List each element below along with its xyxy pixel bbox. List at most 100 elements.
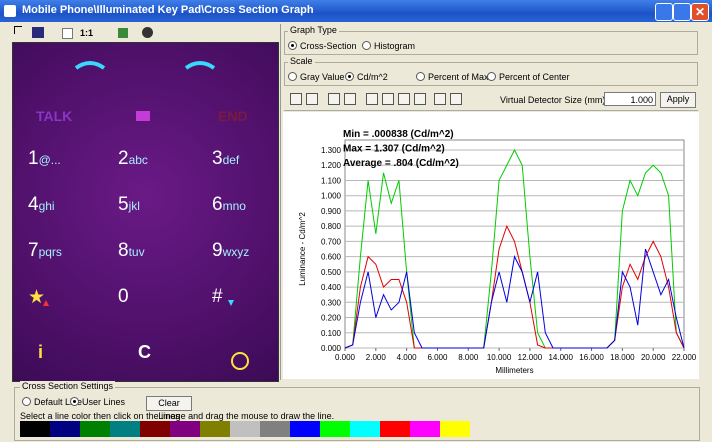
key-letters: pqrs: [38, 245, 62, 259]
radio-option[interactable]: Cross-Section: [288, 41, 357, 51]
triangle-icon: [43, 300, 49, 306]
toolbar-icon[interactable]: [414, 93, 426, 105]
color-swatch[interactable]: [80, 421, 110, 437]
color-swatch[interactable]: [20, 421, 50, 437]
zoom-label[interactable]: 1:1: [80, 28, 94, 38]
group-label: Scale: [288, 56, 315, 66]
toolbar-icon[interactable]: [450, 93, 462, 105]
key: 1@...: [28, 148, 61, 170]
radio-label[interactable]: Cross-Section: [300, 41, 357, 51]
save-tool[interactable]: [32, 27, 44, 38]
color-swatch[interactable]: [380, 421, 410, 437]
radio-label[interactable]: User Lines: [82, 397, 126, 407]
detector-input[interactable]: 1.000: [604, 92, 656, 106]
toolbar-icon[interactable]: [366, 93, 378, 105]
radio-circle[interactable]: [487, 72, 496, 81]
y-tick-label: 0.500: [321, 268, 342, 277]
keypad-image[interactable]: [12, 42, 279, 382]
key-digit: 1: [28, 148, 39, 169]
radio-option[interactable]: Percent of Max: [416, 72, 489, 82]
crosshair-tool[interactable]: [14, 26, 22, 34]
radio-circle[interactable]: [288, 41, 297, 50]
app-icon: [4, 5, 16, 17]
graph-toolbar: [284, 88, 698, 111]
color-swatch[interactable]: [290, 421, 320, 437]
color-swatch[interactable]: [410, 421, 440, 437]
group-label: Cross Section Settings: [20, 381, 116, 391]
toolbar-icon[interactable]: [344, 93, 356, 105]
key: 7pqrs: [28, 240, 62, 262]
y-tick-label: 0.000: [321, 344, 342, 353]
up-arrow: [184, 61, 216, 70]
radio-option[interactable]: User Lines: [70, 397, 125, 407]
radio-option[interactable]: Histogram: [362, 41, 415, 51]
color-swatch[interactable]: [230, 421, 260, 437]
key-digit: 8: [118, 240, 129, 261]
color-tool[interactable]: [142, 27, 153, 38]
radio-label[interactable]: Histogram: [374, 41, 416, 51]
key: 4ghi: [28, 194, 55, 216]
color-swatch[interactable]: [170, 421, 200, 437]
annotation: Average = .804 (Cd/m^2): [343, 158, 459, 169]
toolbar-icon[interactable]: [290, 93, 302, 105]
y-tick-label: 0.600: [321, 253, 342, 262]
minimize-button[interactable]: [655, 3, 673, 21]
color-swatch[interactable]: [440, 421, 470, 437]
toolbar-icon[interactable]: [382, 93, 394, 105]
y-tick-label: 0.700: [321, 237, 342, 246]
radio-option[interactable]: Default Line: [22, 397, 82, 407]
radio-circle[interactable]: [22, 397, 31, 406]
annotation: Max = 1.307 (Cd/m^2): [343, 144, 445, 155]
color-swatch[interactable]: [200, 421, 230, 437]
clear-lines-button[interactable]: Clear Lines: [146, 396, 192, 421]
radio-circle[interactable]: [362, 41, 371, 50]
key-digit: #: [212, 286, 223, 307]
grid-tool[interactable]: [118, 28, 128, 38]
radio-option[interactable]: Cd/m^2: [345, 72, 388, 82]
key: #: [212, 286, 223, 308]
toolbar-icon[interactable]: [434, 93, 446, 105]
x-tick-label: 20.000: [641, 353, 666, 362]
y-tick-label: 0.300: [321, 298, 342, 307]
x-tick-label: 14.000: [548, 353, 573, 362]
key-digit: 3: [212, 148, 223, 169]
y-tick-label: 0.800: [321, 222, 342, 231]
radio-option[interactable]: Percent of Center: [487, 72, 570, 82]
radio-label[interactable]: Percent of Max: [428, 72, 489, 82]
x-tick-label: 8.000: [458, 353, 479, 362]
y-tick-label: 1.100: [321, 176, 342, 185]
divider: [280, 24, 281, 380]
toolbar-icon[interactable]: [398, 93, 410, 105]
y-axis-label: Luminance - Cd/m^2: [298, 212, 307, 286]
radio-label[interactable]: Cd/m^2: [357, 72, 388, 82]
maximize-button[interactable]: [673, 3, 691, 21]
title-bar: [0, 0, 712, 22]
x-tick-label: 0.000: [335, 353, 356, 362]
color-swatch[interactable]: [110, 421, 140, 437]
radio-circle[interactable]: [416, 72, 425, 81]
toolbar-icon[interactable]: [306, 93, 318, 105]
toolbar-icon[interactable]: [328, 93, 340, 105]
color-swatch[interactable]: [260, 421, 290, 437]
radio-label[interactable]: Gray Value: [300, 72, 345, 82]
radio-circle[interactable]: [345, 72, 354, 81]
key: ★: [28, 286, 45, 309]
settings-group: [14, 387, 700, 441]
apply-button[interactable]: Apply: [660, 92, 696, 108]
window-title: Mobile Phone\Illuminated Key Pad\Cross S…: [22, 4, 314, 16]
color-swatch[interactable]: [320, 421, 350, 437]
key-digit: 5: [118, 194, 129, 215]
close-button[interactable]: ✕: [691, 3, 709, 21]
keypad-decor: [43, 61, 249, 370]
color-swatch[interactable]: [140, 421, 170, 437]
page-tool[interactable]: [62, 28, 73, 39]
color-swatch[interactable]: [50, 421, 80, 437]
radio-label[interactable]: Percent of Center: [499, 72, 570, 82]
radio-option[interactable]: Gray Value: [288, 72, 344, 82]
radio-label[interactable]: Default Line: [34, 397, 83, 407]
radio-circle[interactable]: [288, 72, 297, 81]
key: 0: [118, 286, 129, 308]
radio-circle[interactable]: [70, 397, 79, 406]
color-swatch[interactable]: [350, 421, 380, 437]
triangle-icon: [228, 300, 234, 306]
